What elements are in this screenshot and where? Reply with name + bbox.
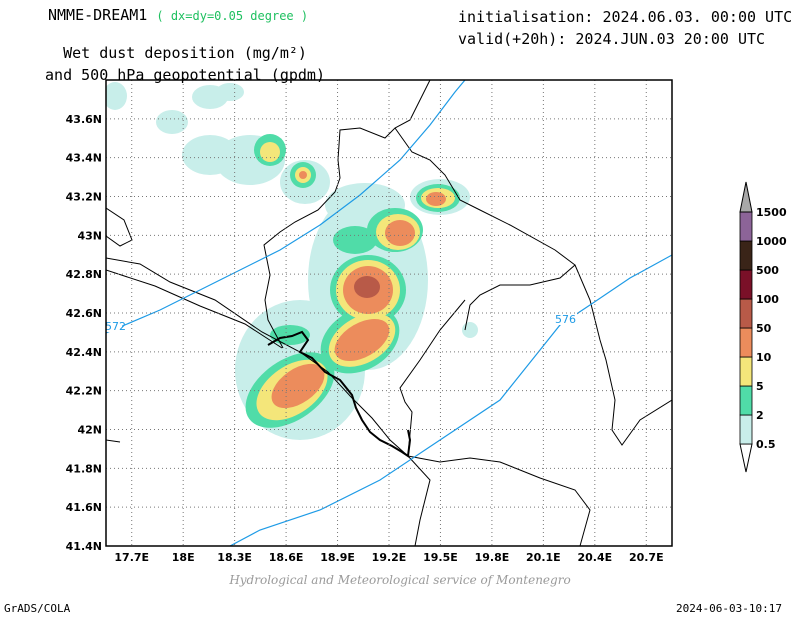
colorbar-level-label: 2: [756, 409, 764, 422]
colorbar-level-label: 1000: [756, 235, 787, 248]
colorbar-level-label: 50: [756, 322, 772, 335]
lat-tick-label: 41.8N: [66, 462, 102, 475]
longitude-axis: 17.7E 18E 18.3E 18.6E 18.9E 19.2E 19.5E 19.8E 20…: [114, 551, 663, 564]
colorbar-swatch: [739, 240, 753, 271]
colorbar-upper-triangle: [739, 181, 753, 213]
lat-tick-label: 42.6N: [66, 307, 102, 320]
lat-tick-label: 41.6N: [66, 501, 102, 514]
lat-tick-label: 42.2N: [66, 385, 102, 398]
map-title: Wet dust deposition (mg/m²) and 500 hPa …: [40, 42, 330, 86]
lon-tick-label: 20.1E: [526, 551, 561, 564]
software-label: GrADS/COLA: [4, 602, 71, 615]
lat-tick-label: 43.6N: [66, 113, 102, 126]
colorbar-swatch: [739, 327, 753, 358]
colorbar-swatch: [739, 298, 753, 329]
lat-tick-label: 43N: [77, 229, 102, 242]
colorbar: 0.5 2 5 10 50 100 500 1000 1500: [739, 181, 787, 473]
colorbar-lower-triangle: [739, 443, 753, 473]
plot-frame: [105, 79, 673, 547]
model-name: NMME-DREAM1 ( dx=dy=0.05 degree ): [48, 6, 308, 24]
latitude-axis: 43.6N 43.4N 43.2N 43N 42.8N 42.6N 42.4N 42.2N 42…: [66, 113, 102, 553]
lat-tick-label: 42N: [77, 424, 102, 437]
lat-tick-label: 42.8N: [66, 268, 102, 281]
lon-tick-label: 19.8E: [475, 551, 510, 564]
colorbar-level-label: 500: [756, 264, 779, 277]
lat-tick-label: 43.2N: [66, 191, 102, 204]
lon-tick-label: 17.7E: [114, 551, 149, 564]
lon-tick-label: 20.4E: [577, 551, 612, 564]
contour-label-572: 572: [105, 320, 126, 333]
title-line-1: Wet dust deposition (mg/m²): [63, 44, 307, 62]
lon-tick-label: 18E: [172, 551, 195, 564]
colorbar-swatch: [739, 385, 753, 416]
credit-text: Hydrological and Meteorological service …: [229, 573, 571, 587]
coastline: [267, 330, 412, 458]
colorbar-level-label: 10: [756, 351, 772, 364]
title-line-2: and 500 hPa geopotential (gpdm): [45, 66, 325, 84]
lon-tick-label: 20.7E: [629, 551, 664, 564]
lon-tick-label: 18.9E: [320, 551, 355, 564]
colorbar-level-label: 1500: [756, 206, 787, 219]
colorbar-level-label: 5: [756, 380, 764, 393]
model-label: NMME-DREAM1: [48, 6, 148, 24]
contour-label-576: 576: [555, 313, 576, 326]
lat-tick-label: 43.4N: [66, 152, 102, 165]
lat-tick-label: 42.4N: [66, 346, 102, 359]
lon-tick-label: 18.6E: [269, 551, 304, 564]
gridlines: [106, 80, 672, 546]
lon-tick-label: 19.5E: [423, 551, 458, 564]
lon-tick-label: 19.2E: [372, 551, 407, 564]
geopotential-contours: [106, 80, 672, 546]
colorbar-swatch: [739, 414, 753, 445]
resolution-label: ( dx=dy=0.05 degree ): [156, 9, 309, 23]
time-info: initialisation: 2024.06.03. 00:00 UTC va…: [458, 6, 792, 50]
lat-tick-label: 41.4N: [66, 540, 102, 553]
colorbar-swatch: [739, 356, 753, 387]
colorbar-swatch: [739, 211, 753, 242]
colorbar-level-label: 0.5: [756, 438, 776, 451]
colorbar-level-label: 100: [756, 293, 779, 306]
initialisation-time: initialisation: 2024.06.03. 00:00 UTC: [458, 8, 793, 26]
colorbar-swatch: [739, 269, 753, 300]
lon-tick-label: 18.3E: [217, 551, 252, 564]
timestamp-label: 2024-06-03-10:17: [676, 602, 782, 615]
valid-time: valid(+20h): 2024.JUN.03 20:00 UTC: [458, 30, 766, 48]
